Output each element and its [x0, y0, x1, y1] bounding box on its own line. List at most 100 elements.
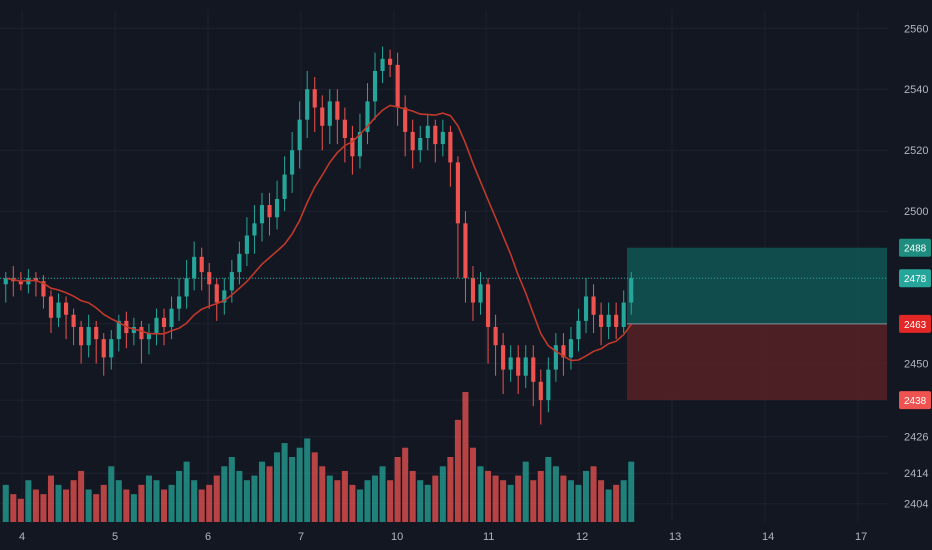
candle-49: [372, 52, 378, 120]
candle-77: [583, 278, 589, 334]
volume-bar-53: [402, 447, 409, 522]
time-axis: 4 5 6 7 10 11 12 13 14 17: [19, 531, 867, 543]
candle-39: [297, 101, 302, 169]
volume-bar-30: [228, 457, 235, 522]
volume-bar-37: [281, 443, 288, 522]
volume-bar-38: [289, 457, 296, 522]
target-zone: [627, 247, 887, 324]
y-tick-1: 2540: [904, 84, 928, 96]
volume-bar-23: [176, 470, 183, 522]
candle-78: [591, 284, 596, 334]
volume-bar-24: [183, 461, 190, 522]
x-tick-4: 10: [391, 531, 403, 543]
volume-bar-66: [500, 480, 507, 522]
candle-21: [161, 308, 167, 346]
volume-bar-43: [326, 475, 333, 522]
x-tick-1: 5: [112, 531, 118, 543]
candle-22: [169, 296, 174, 340]
candle-14: [109, 330, 114, 370]
volume-bar-67: [507, 484, 514, 522]
volume-bar-27: [206, 484, 213, 522]
volume-bar-21: [161, 489, 168, 522]
price-badge-label-0: 2488: [904, 244, 927, 255]
volume-bar-63: [477, 466, 484, 522]
candle-52: [395, 52, 400, 126]
volume-bar-39: [296, 447, 303, 522]
candle-43: [327, 89, 332, 145]
volume-bar-69: [522, 461, 529, 522]
candle-61: [463, 211, 468, 303]
volume-bar-75: [567, 480, 574, 522]
price-axis: 2560 2540 2520 2500 2450 2426 2414 2404 2488 2478…: [899, 23, 931, 511]
candle-25: [192, 241, 197, 291]
y-tick-6: 2450: [904, 359, 928, 371]
volume-bar-28: [213, 475, 220, 522]
candle-32: [244, 217, 249, 266]
volume-bar-1: [10, 494, 17, 522]
volume-bars: [2, 392, 635, 522]
candle-28: [214, 278, 219, 321]
volume-bar-76: [575, 484, 582, 522]
volume-bar-56: [424, 484, 431, 522]
volume-bar-72: [545, 457, 552, 522]
candle-19: [146, 323, 152, 355]
candle-18: [139, 320, 144, 364]
candle-69: [523, 345, 528, 388]
price-badge-3: [899, 391, 931, 410]
volume-bar-35: [266, 466, 273, 522]
volume-bar-79: [598, 480, 605, 522]
candle-67: [508, 345, 513, 382]
candle-50: [380, 46, 385, 84]
volume-bar-62: [469, 447, 476, 522]
candle-5: [41, 275, 46, 309]
volume-bar-70: [530, 480, 537, 522]
candle-64: [485, 278, 491, 364]
volume-bar-83: [628, 461, 635, 522]
volume-bar-82: [620, 480, 627, 522]
volume-bar-25: [191, 480, 198, 522]
volume-bar-47: [356, 489, 363, 522]
volume-bar-74: [560, 475, 567, 522]
candle-9: [71, 308, 76, 346]
candle-59: [448, 125, 453, 187]
candle-65: [493, 314, 498, 376]
volume-bar-44: [334, 480, 341, 522]
candle-24: [184, 259, 189, 309]
volume-bar-18: [138, 484, 145, 522]
candle-15: [116, 314, 121, 352]
volume-bar-11: [85, 489, 92, 522]
y-tick-8: 2426: [904, 432, 928, 444]
price-badge-label-1: 2478: [904, 274, 927, 285]
volume-bar-46: [349, 484, 356, 522]
volume-bar-22: [168, 484, 175, 522]
x-tick-5: 11: [483, 531, 494, 543]
candle-83: [629, 272, 634, 315]
volume-bar-26: [198, 489, 205, 522]
x-tick-3: 7: [298, 531, 304, 543]
volume-bar-57: [432, 475, 439, 522]
volume-bar-20: [153, 480, 160, 522]
volume-bar-7: [55, 484, 62, 522]
candle-41: [312, 77, 317, 132]
price-badge-1: [899, 269, 931, 288]
x-tick-7: 13: [669, 531, 681, 543]
candle-8: [63, 296, 69, 340]
volume-bar-59: [447, 457, 454, 522]
volume-bar-73: [552, 466, 559, 522]
candle-31: [237, 241, 242, 285]
position-zones: [627, 247, 887, 401]
volume-bar-19: [145, 475, 152, 522]
y-tick-3: 2500: [904, 206, 928, 218]
volume-bar-9: [70, 480, 77, 522]
volume-bar-68: [515, 475, 522, 522]
volume-bar-4: [32, 489, 39, 522]
candle-36: [274, 180, 280, 230]
candle-82: [621, 290, 626, 334]
volume-bar-60: [454, 419, 461, 522]
volume-bar-33: [251, 475, 258, 522]
stop-zone: [627, 323, 887, 401]
volume-bar-36: [274, 452, 281, 522]
volume-bar-15: [115, 480, 122, 522]
candle-62: [470, 266, 476, 321]
